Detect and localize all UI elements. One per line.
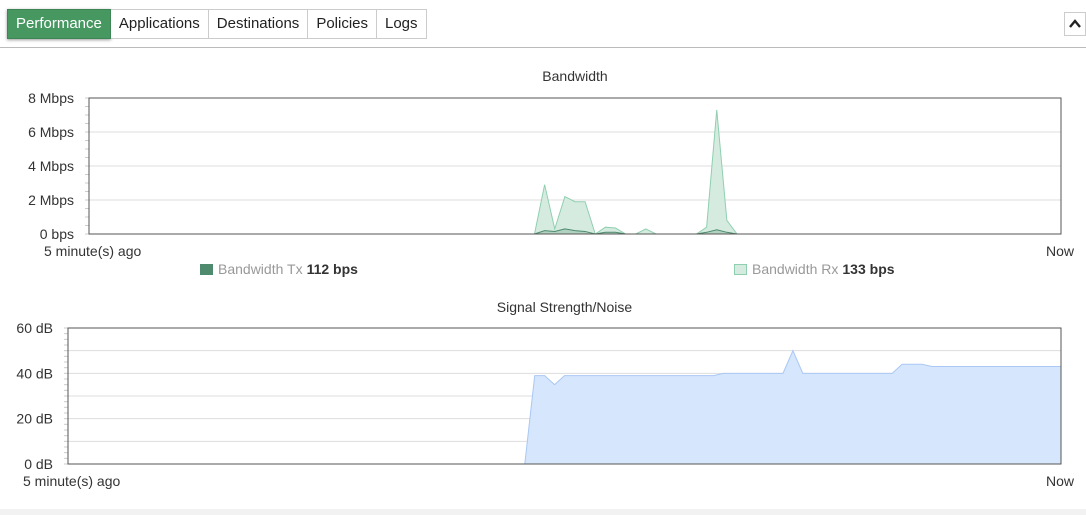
x-start-label: 5 minute(s) ago [44,243,141,259]
x-start-label: 5 minute(s) ago [23,473,120,489]
footer-bar [0,509,1086,515]
plot-frame [88,97,1062,235]
legend-tx-label: Bandwidth Tx [218,261,303,277]
plot-frame [67,327,1062,465]
chart-title: Bandwidth [542,68,607,84]
tab-destinations[interactable]: Destinations [208,9,309,39]
tab-logs[interactable]: Logs [377,9,427,39]
y-tick-label: 20 dB [16,411,53,427]
x-end-label: Now [1046,473,1075,489]
divider [0,47,1086,48]
legend-rx-label: Bandwidth Rx [752,261,839,277]
y-tick-label: 6 Mbps [28,124,74,140]
y-tick-label: 60 dB [16,320,53,336]
legend-rx[interactable]: Bandwidth Rx 133 bps [734,261,895,277]
tab-performance[interactable]: Performance [7,9,111,39]
y-tick-label: 0 bps [40,226,74,242]
legend-tx-swatch [200,263,213,275]
legend-tx-value: 112 bps [306,261,358,277]
y-tick-label: 40 dB [16,365,53,381]
legend-tx[interactable]: Bandwidth Tx 112 bps [200,261,358,277]
tab-policies[interactable]: Policies [308,9,377,39]
y-tick-label: 0 dB [24,456,53,472]
chart-title: Signal Strength/Noise [497,299,633,315]
legend-rx-swatch [734,263,747,275]
chevron-up-icon [1069,19,1081,28]
series-area-0 [89,109,1061,235]
y-tick-label: 8 Mbps [28,90,74,106]
x-end-label: Now [1046,243,1075,259]
y-tick-label: 2 Mbps [28,192,74,208]
legend-rx-value: 133 bps [842,261,895,277]
tab-applications[interactable]: Applications [110,9,209,39]
tab-bar: Performance Applications Destinations Po… [7,9,427,39]
y-tick-label: 4 Mbps [28,158,74,174]
series-area-0 [68,349,1062,465]
